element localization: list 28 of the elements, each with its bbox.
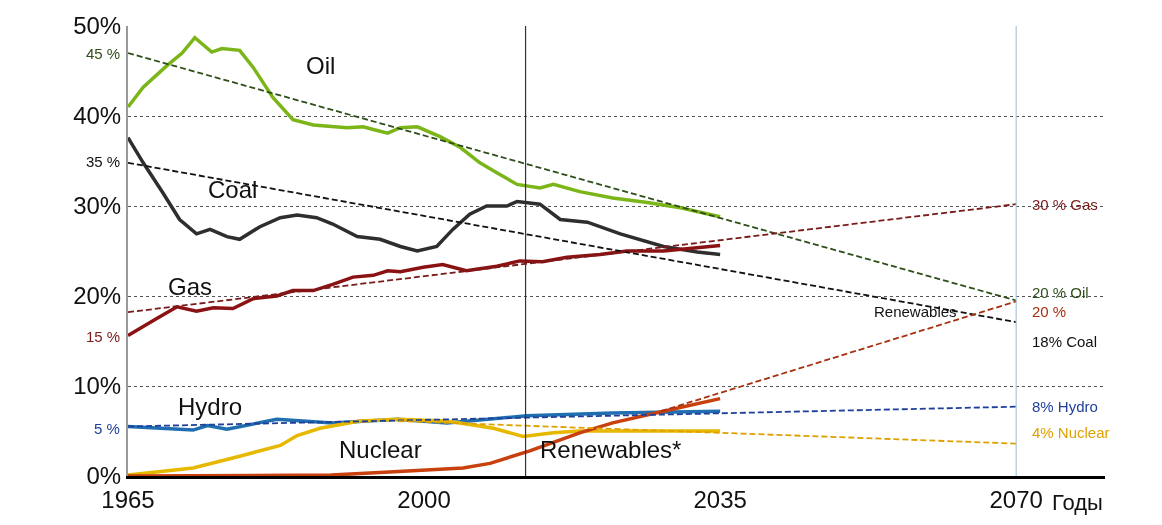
annotation: 20 %: [1032, 303, 1067, 320]
series-label: Hydro: [178, 393, 243, 420]
x-axis-title: Годы: [1052, 490, 1103, 515]
text: 5 %: [94, 420, 120, 437]
text: 45 %: [86, 45, 121, 62]
line-series: [128, 396, 722, 476]
y-tick-label: 20%: [73, 282, 122, 310]
x-tick-label: 2035: [693, 485, 747, 513]
y-tick-label: 50%: [73, 12, 122, 40]
series-label: Oil: [306, 52, 336, 79]
annotation: 30 % Gas: [1032, 196, 1098, 213]
y-tick-label: 10%: [73, 372, 122, 400]
line-series: [128, 35, 722, 219]
series-label: Gas: [168, 273, 213, 300]
annotation: Renewables: [874, 303, 957, 320]
annotation: 4% Nuclear: [1032, 424, 1110, 441]
annotation: 8% Hydro: [1032, 398, 1098, 415]
x-tick-label: 2070: [989, 485, 1043, 513]
series-label: Renewables*: [540, 436, 682, 463]
x-tick-label: 2000: [397, 485, 451, 513]
annotation: 18% Coal: [1032, 333, 1098, 350]
series-label: Nuclear: [339, 436, 422, 463]
y-tick-label: 40%: [73, 102, 122, 130]
series-label: Coal: [208, 176, 258, 203]
text: 35 %: [86, 153, 121, 170]
annotation: 20 % Oil: [1032, 284, 1089, 301]
y-tick-label: 30%: [73, 192, 122, 220]
text: 15 %: [86, 328, 121, 345]
